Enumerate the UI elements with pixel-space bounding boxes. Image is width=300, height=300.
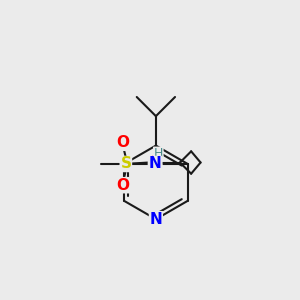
Text: O: O [116,178,130,193]
Text: O: O [148,155,161,170]
Text: O: O [116,135,130,150]
Text: S: S [120,157,131,172]
Text: H: H [154,147,163,160]
Text: N: N [149,212,162,227]
Text: N: N [149,157,162,172]
